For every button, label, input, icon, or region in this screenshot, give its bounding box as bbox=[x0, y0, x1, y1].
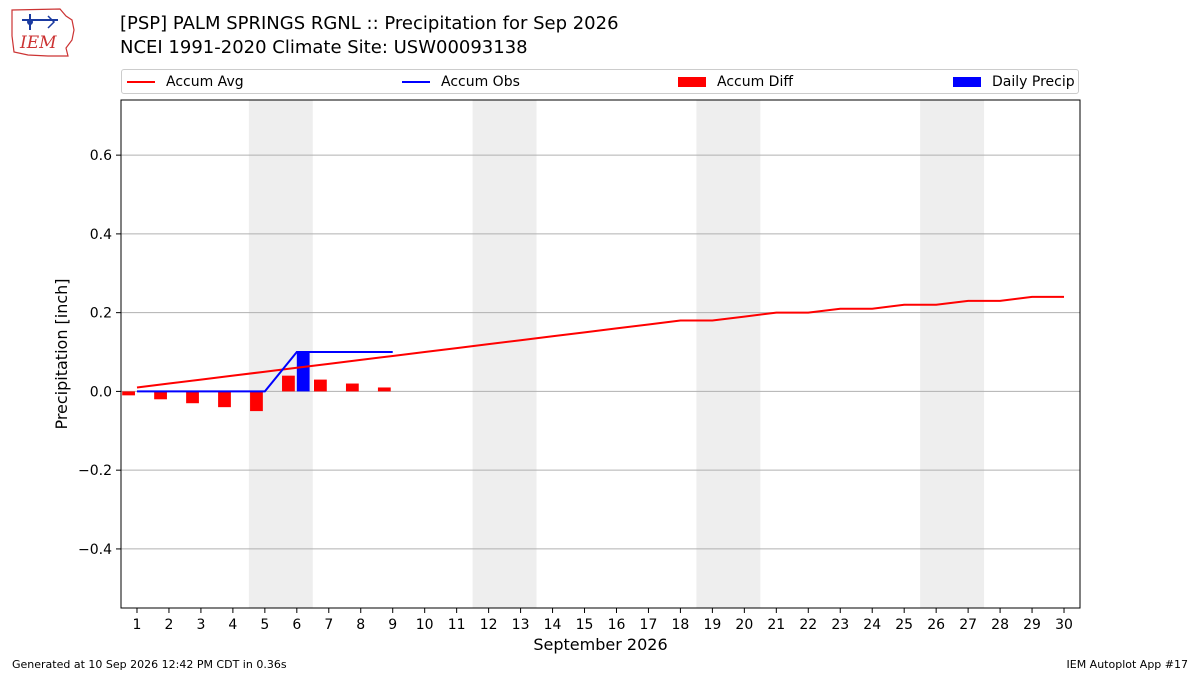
x-tick-label: 4 bbox=[228, 617, 237, 633]
y-axis-label: Precipitation [inch] bbox=[52, 278, 71, 429]
legend-label-accum-obs: Accum Obs bbox=[441, 73, 520, 90]
footer-generated: Generated at 10 Sep 2026 12:42 PM CDT in… bbox=[12, 658, 287, 671]
x-tick-label: 15 bbox=[576, 617, 594, 633]
weekend-shade bbox=[920, 100, 985, 608]
chart-title: [PSP] PALM SPRINGS RGNL :: Precipitation… bbox=[120, 13, 619, 34]
weekend-shade bbox=[472, 100, 537, 608]
x-tick-label: 26 bbox=[927, 617, 945, 633]
legend-swatch-accum-diff bbox=[678, 76, 706, 87]
logo-text: IEM bbox=[19, 33, 57, 53]
legend-swatch-accum-obs bbox=[402, 80, 430, 83]
legend-item-accum-avg: Accum Avg bbox=[127, 70, 244, 93]
accum-diff-bar bbox=[218, 391, 231, 408]
y-tick-label: 0.6 bbox=[90, 148, 112, 164]
accum-obs-line bbox=[136, 351, 393, 393]
x-tick-label: 8 bbox=[356, 617, 365, 633]
legend-item-daily-precip: Daily Precip bbox=[953, 70, 1075, 93]
x-tick-label: 27 bbox=[959, 617, 977, 633]
iem-logo: IEM bbox=[11, 8, 75, 57]
x-tick-label: 24 bbox=[863, 617, 881, 633]
x-tick-label: 13 bbox=[512, 617, 530, 633]
accum-diff-bar bbox=[186, 391, 199, 404]
y-tick-label: 0.2 bbox=[90, 306, 112, 322]
x-tick-label: 3 bbox=[196, 617, 205, 633]
chart-legend: Accum Avg Accum Obs Accum Diff Daily Pre… bbox=[121, 69, 1079, 94]
x-tick-label: 20 bbox=[735, 617, 753, 633]
x-tick-label: 21 bbox=[767, 617, 785, 633]
footer-app-id: IEM Autoplot App #17 bbox=[1066, 658, 1189, 671]
accum-diff-bar bbox=[250, 391, 263, 412]
legend-label-daily-precip: Daily Precip bbox=[992, 73, 1075, 90]
x-tick-label: 6 bbox=[292, 617, 301, 633]
accum-diff-bar bbox=[377, 387, 391, 392]
legend-swatch-accum-avg bbox=[127, 80, 155, 83]
y-tick-label: −0.2 bbox=[78, 463, 112, 479]
y-tick-label: −0.4 bbox=[78, 542, 112, 558]
x-tick-label: 1 bbox=[133, 617, 142, 633]
x-tick-label: 5 bbox=[260, 617, 269, 633]
accum-diff-bar bbox=[345, 383, 359, 392]
x-tick-label: 9 bbox=[388, 617, 397, 633]
accum-diff-bar bbox=[282, 375, 295, 392]
daily-precip-bar bbox=[296, 352, 310, 392]
x-tick-label: 25 bbox=[895, 617, 913, 633]
x-tick-label: 22 bbox=[799, 617, 817, 633]
x-tick-label: 30 bbox=[1055, 617, 1073, 633]
legend-label-accum-diff: Accum Diff bbox=[717, 73, 794, 90]
x-tick-label: 28 bbox=[991, 617, 1009, 633]
accum-diff-bar bbox=[122, 391, 135, 396]
x-tick-label: 19 bbox=[703, 617, 721, 633]
x-tick-label: 12 bbox=[480, 617, 498, 633]
y-tick-label: 0.4 bbox=[90, 227, 112, 243]
x-tick-label: 7 bbox=[324, 617, 333, 633]
legend-item-accum-obs: Accum Obs bbox=[402, 70, 520, 93]
accum-diff-bar bbox=[313, 379, 327, 392]
plot-frame bbox=[120, 99, 1081, 609]
x-tick-label: 10 bbox=[416, 617, 434, 633]
weekend-shade bbox=[696, 100, 761, 608]
x-tick-label: 16 bbox=[608, 617, 626, 633]
accum-avg-line bbox=[136, 295, 1065, 389]
chart-subtitle: NCEI 1991-2020 Climate Site: USW00093138 bbox=[120, 37, 528, 58]
x-axis-label: September 2026 bbox=[533, 635, 667, 654]
legend-label-accum-avg: Accum Avg bbox=[166, 73, 244, 90]
legend-item-accum-diff: Accum Diff bbox=[678, 70, 793, 93]
y-tick-label: 0.0 bbox=[90, 384, 112, 400]
x-tick-label: 14 bbox=[544, 617, 562, 633]
x-tick-label: 2 bbox=[164, 617, 173, 633]
x-tick-label: 18 bbox=[672, 617, 690, 633]
x-tick-label: 23 bbox=[831, 617, 849, 633]
x-tick-label: 17 bbox=[640, 617, 658, 633]
x-tick-label: 11 bbox=[448, 617, 466, 633]
accum-diff-bar bbox=[154, 391, 167, 400]
x-tick-label: 29 bbox=[1023, 617, 1041, 633]
legend-swatch-daily-precip bbox=[953, 76, 981, 87]
